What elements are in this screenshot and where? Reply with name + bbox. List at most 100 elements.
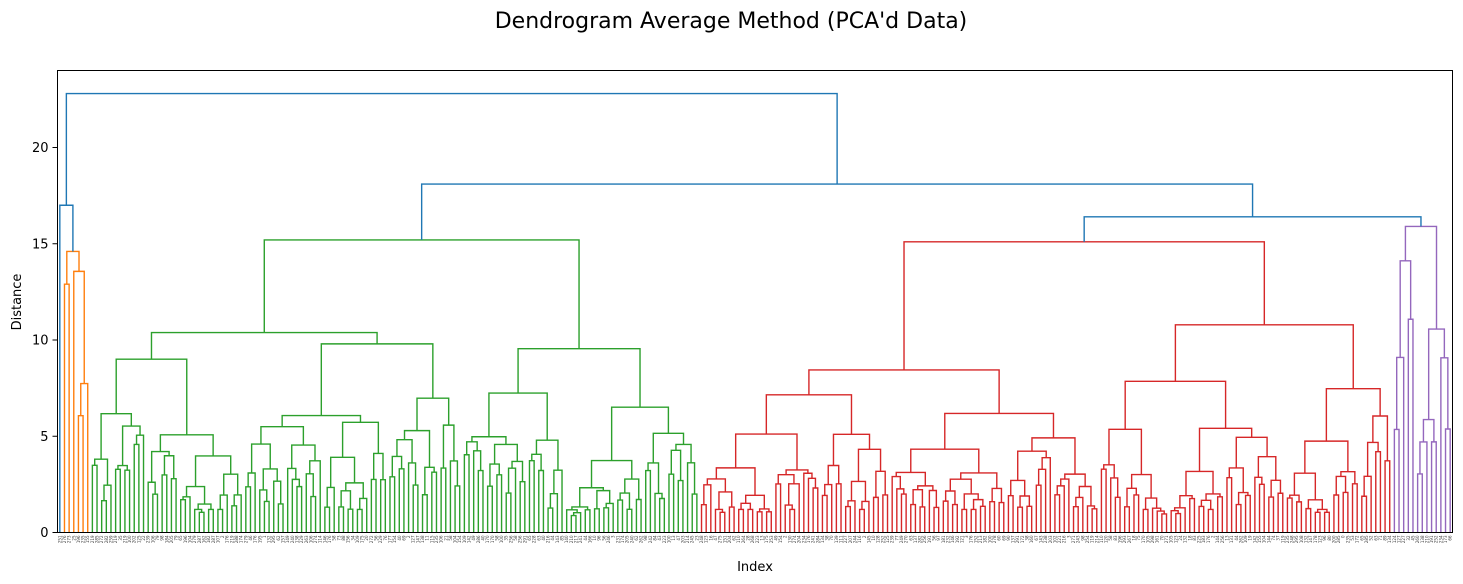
leaf-tick-label: 60: [997, 535, 1002, 541]
dendrogram-link: [1114, 496, 1121, 533]
dendrogram-link: [507, 467, 517, 533]
leaf-tick-label: 235: [81, 535, 86, 543]
dendrogram-link: [1174, 324, 1354, 389]
leaf-tick-label: 125: [136, 535, 141, 543]
leaf-tick-label: 65: [1359, 535, 1364, 541]
dendrogram-link: [424, 466, 435, 495]
leaf-tick-label: 245: [690, 535, 695, 543]
leaf-tick-label: 106: [439, 535, 444, 543]
dendrogram-link: [944, 490, 956, 505]
leaf-tick-label: 1: [262, 535, 267, 538]
leaf-tick-label: 256: [518, 535, 523, 543]
leaf-tick-label: 207: [848, 535, 853, 543]
leaf-tick-label: 25: [71, 535, 76, 541]
leaf-tick-label: 272: [369, 535, 374, 543]
leaf-tick-label: 176: [806, 535, 811, 543]
leaf-tick-label: 145: [866, 535, 871, 543]
leaf-tick-label: 35: [504, 535, 509, 541]
leaf-tick-label: 219: [229, 535, 234, 543]
dendrogram-link: [231, 505, 238, 533]
dendrogram-link: [259, 489, 268, 533]
leaf-tick-label: 156: [346, 535, 351, 543]
leaf-tick-label: 248: [699, 535, 704, 543]
leaf-tick-label: 70: [829, 535, 834, 541]
leaf-tick-label: 274: [792, 535, 797, 543]
dendrogram-link: [1207, 508, 1214, 533]
leaf-tick-label: 161: [1155, 535, 1160, 543]
leaf-tick-label: 271: [1071, 535, 1076, 543]
leaf-tick-label: 70: [1159, 535, 1164, 541]
leaf-tick-label: 200: [1331, 535, 1336, 543]
dendrogram-link: [538, 469, 545, 533]
leaf-tick-label: 278: [992, 535, 997, 543]
dendrogram-link: [896, 488, 905, 533]
dendrogram-link: [1258, 483, 1265, 533]
y-tick-label: 5: [40, 430, 48, 445]
dendrogram-link: [1351, 483, 1358, 533]
leaf-tick-label: 295: [271, 535, 276, 543]
dendrogram-link: [147, 481, 156, 533]
dendrogram-link: [133, 443, 140, 533]
dendrogram-link: [531, 453, 542, 471]
dendrogram-link: [1226, 477, 1233, 533]
dendrogram-link: [1037, 468, 1047, 533]
dendrogram-link: [858, 508, 865, 533]
leaf-tick-label: 271: [1164, 535, 1169, 543]
leaf-tick-label: 24: [1178, 535, 1183, 541]
leaf-tick-label: 62: [634, 535, 639, 541]
dendrogram-link: [247, 472, 256, 533]
leaf-tick-label: 295: [1294, 535, 1299, 543]
dendrogram-link: [928, 489, 938, 533]
dendrogram-link: [1205, 493, 1221, 501]
leaf-tick-label: 231: [615, 535, 620, 543]
leaf-tick-label: 244: [852, 535, 857, 543]
dendrogram-link: [821, 494, 828, 533]
dendrogram-link: [963, 493, 979, 510]
dendrogram-link: [535, 439, 559, 471]
leaf-tick-label: 155: [85, 535, 90, 543]
leaf-tick-label: 210: [1424, 535, 1429, 543]
dendrogram-link: [951, 503, 958, 533]
dendrogram-link: [584, 509, 591, 533]
leaf-tick-label: 254: [1085, 535, 1090, 543]
leaf-tick-label: 191: [927, 535, 932, 543]
leaf-tick-label: 235: [434, 535, 439, 543]
dendrogram-link: [1363, 475, 1372, 533]
leaf-tick-label: 287: [197, 535, 202, 543]
dendrogram-link: [903, 241, 1266, 370]
leaf-tick-label: 279: [243, 535, 248, 543]
dendrogram-link: [1151, 507, 1162, 533]
leaf-tick-label: 116: [857, 535, 862, 543]
leaf-tick-label: 235: [1345, 535, 1350, 543]
dendrogram-link: [124, 469, 131, 533]
leaf-tick-label: 291: [522, 535, 527, 543]
dendrogram-link: [262, 468, 278, 490]
leaf-tick-label: 18: [1131, 535, 1136, 541]
dendrogram-link: [1010, 479, 1026, 497]
leaf-tick-label: 157: [281, 535, 286, 543]
dendrogram-link: [610, 406, 670, 461]
leaf-tick-label: 79: [155, 535, 160, 541]
leaf-tick-label: 16: [708, 535, 713, 541]
leaf-tick-label: 100: [127, 535, 132, 543]
y-axis: 0 5 10 15 20: [32, 141, 58, 541]
dendrogram-link: [511, 460, 524, 482]
dendrogram-link: [454, 485, 461, 533]
leaf-tick-label: 170: [1141, 535, 1146, 543]
dendrogram-link: [431, 471, 438, 533]
dendrogram-link: [442, 424, 455, 469]
dendrogram-link: [488, 392, 548, 441]
leaf-tick-label: 284: [815, 535, 820, 543]
dendrogram-link: [740, 502, 752, 510]
dendrogram-link: [329, 456, 356, 488]
dendrogram-link: [91, 464, 98, 533]
dendrogram-link: [1323, 511, 1330, 533]
dendrogram-link: [65, 92, 838, 206]
dendrogram-link: [66, 250, 80, 285]
dendrogram-link: [1142, 508, 1149, 533]
leaf-tick-label: 214: [685, 535, 690, 543]
leaf-tick-label: 181: [941, 535, 946, 543]
dendrogram-link: [1133, 494, 1140, 533]
dendrogram-link: [1198, 505, 1205, 533]
leaf-tick-label: 252: [1434, 535, 1439, 543]
